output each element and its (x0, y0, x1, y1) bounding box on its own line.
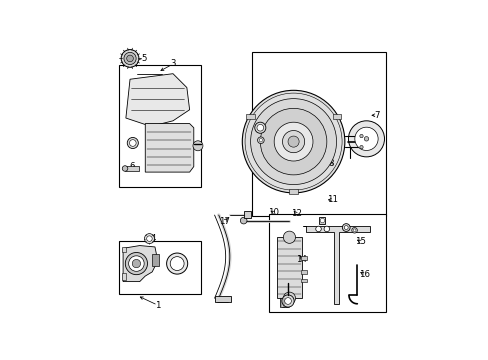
Circle shape (354, 127, 377, 150)
Bar (119, 66, 200, 187)
Circle shape (320, 219, 324, 223)
Bar (268, 214, 386, 312)
Bar (289, 189, 297, 194)
Polygon shape (145, 123, 193, 172)
Circle shape (257, 137, 264, 144)
Text: 2: 2 (177, 262, 183, 271)
Circle shape (123, 52, 136, 64)
Bar (300, 256, 306, 260)
Circle shape (257, 125, 263, 131)
Bar (214, 296, 231, 302)
Circle shape (259, 139, 262, 142)
Bar (122, 273, 125, 280)
Circle shape (352, 229, 355, 232)
Circle shape (324, 226, 329, 232)
Circle shape (344, 226, 347, 229)
Polygon shape (125, 74, 189, 126)
Text: 1: 1 (155, 301, 160, 310)
Text: 16: 16 (358, 270, 369, 279)
Circle shape (351, 228, 357, 233)
Circle shape (283, 231, 295, 243)
Text: 11: 11 (326, 195, 337, 204)
Circle shape (284, 298, 291, 304)
Bar (125, 166, 139, 171)
Text: 14: 14 (296, 255, 307, 264)
Circle shape (170, 257, 183, 270)
Circle shape (254, 122, 265, 133)
Bar (122, 247, 125, 252)
Bar (276, 237, 301, 298)
Circle shape (282, 295, 293, 307)
Circle shape (129, 140, 136, 146)
Bar (245, 114, 254, 119)
Circle shape (166, 253, 187, 274)
Text: 13: 13 (279, 301, 290, 310)
Circle shape (287, 136, 299, 147)
Bar (251, 51, 386, 216)
Circle shape (274, 122, 312, 161)
Circle shape (128, 256, 144, 271)
Circle shape (144, 234, 154, 244)
Bar (279, 298, 286, 307)
Circle shape (121, 50, 139, 67)
Circle shape (260, 108, 326, 175)
Circle shape (315, 226, 321, 232)
Bar (332, 114, 340, 119)
Circle shape (242, 90, 344, 193)
Circle shape (283, 292, 295, 304)
Circle shape (240, 217, 246, 224)
Polygon shape (303, 226, 369, 304)
Bar (319, 217, 325, 224)
Text: 15: 15 (354, 237, 365, 246)
Circle shape (282, 131, 304, 153)
Polygon shape (123, 246, 156, 282)
Text: 3: 3 (170, 59, 175, 68)
Circle shape (342, 224, 349, 231)
Text: 12: 12 (290, 209, 301, 218)
Text: 10: 10 (267, 208, 278, 217)
Text: 5: 5 (141, 54, 146, 63)
Circle shape (359, 145, 363, 149)
Circle shape (127, 138, 138, 149)
Text: 9: 9 (253, 122, 259, 131)
Circle shape (193, 141, 203, 151)
Circle shape (359, 134, 363, 138)
Text: 17: 17 (218, 217, 229, 226)
Circle shape (132, 260, 140, 268)
Text: 8: 8 (327, 159, 333, 168)
Circle shape (122, 166, 127, 171)
Bar (243, 211, 250, 219)
Circle shape (126, 55, 133, 62)
Bar (152, 254, 159, 266)
Circle shape (364, 136, 368, 141)
Circle shape (348, 121, 384, 157)
Text: 6: 6 (129, 162, 135, 171)
Bar (300, 270, 306, 274)
Text: 4: 4 (150, 234, 156, 243)
Circle shape (250, 99, 336, 185)
Bar (300, 279, 306, 282)
Circle shape (125, 252, 147, 275)
Circle shape (146, 236, 152, 242)
Bar (119, 242, 200, 294)
Text: 7: 7 (373, 111, 379, 120)
